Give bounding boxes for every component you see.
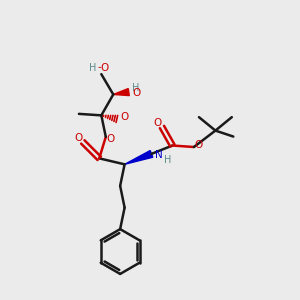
Text: O: O [120,112,128,122]
Polygon shape [124,151,153,164]
Text: N: N [155,150,163,161]
Text: O: O [101,63,109,73]
Text: O: O [194,140,202,150]
Text: -: - [97,63,101,73]
Text: H: H [132,83,140,93]
Text: O: O [107,134,115,144]
Text: H: H [164,155,171,165]
Text: O: O [132,88,141,98]
Text: O: O [74,133,83,143]
Polygon shape [113,88,129,96]
Text: O: O [153,118,161,128]
Text: H: H [89,63,96,73]
